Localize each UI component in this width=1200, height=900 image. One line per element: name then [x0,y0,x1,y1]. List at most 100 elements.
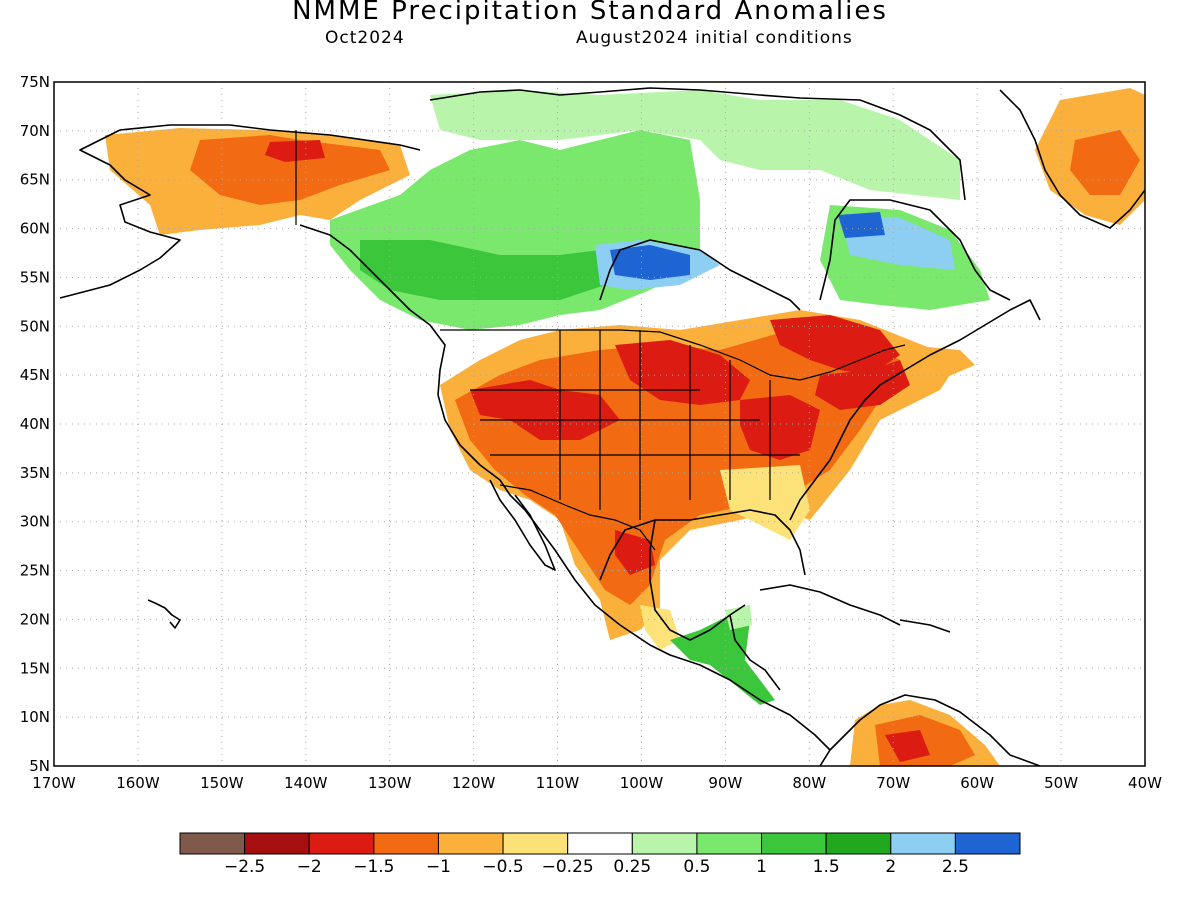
colorbar [179,832,1021,855]
coast-baja [489,479,556,571]
map-title: NMME Precipitation Standard Anomalies [292,0,888,26]
coast-arctic-islands [429,87,966,201]
lat-tick-label: 35N [20,464,50,482]
lon-tick-label: 40W [1128,774,1162,792]
anomaly-region-hudson-core [610,245,690,280]
lon-tick-label: 70W [876,774,910,792]
colorbar-swatch [502,832,569,855]
coast-hawaii [147,599,181,629]
anomaly-region-brooks-range [265,140,325,162]
anomaly-region-gulf-coast-light [640,605,680,650]
coast-hispaniola [899,619,951,633]
colorbar-tick-label: 1.5 [813,857,840,877]
lat-tick-label: 20N [20,610,50,628]
anomaly-region-ohio-valley-red [740,395,820,460]
colorbar-tick-label: −2.5 [224,857,265,877]
colorbar-swatch [825,832,892,855]
anomaly-region-canadian-arctic [430,90,960,200]
lat-tick-label: 5N [29,757,50,775]
colorbar-swatch [954,832,1021,855]
anomaly-region-ontario-red [770,315,900,375]
lon-tick-label: 160W [116,774,160,792]
political-borders [295,130,906,551]
colorbar-swatch [567,832,633,855]
lon-tick-label: 50W [1044,774,1078,792]
lat-tick-label: 50N [20,317,50,335]
colorbar-swatch [179,832,246,855]
longitude-labels: 170W 160W 150W 140W 130W 120W 110W 100W 90W 80W 70… [32,774,1162,792]
colorbar-swatch [437,832,504,855]
colorbar-tick-label: −2 [297,857,322,877]
colorbar-swatch [696,832,763,855]
lon-tick-label: 60W [960,774,994,792]
lat-tick-label: 40N [20,415,50,433]
colorbar-tick-label: −1 [426,857,451,877]
coast-mexico-east [649,519,746,641]
lat-tick-label: 30N [20,513,50,531]
coast-alaska [59,124,421,299]
coast-us-east [789,299,1041,521]
anomaly-region-venezuela-red [885,730,930,762]
lat-tick-label: 75N [20,73,50,91]
lon-tick-label: 140W [284,774,328,792]
coast-greenland [999,89,1145,229]
border-us-mexico [499,484,656,551]
lat-tick-label: 70N [20,122,50,140]
lon-tick-label: 90W [708,774,742,792]
colorbar-tick-label: 0.5 [683,857,710,877]
anomaly-region-nova-scotia [905,345,975,380]
colorbar-tick-label: 2.5 [942,857,969,877]
lon-tick-label: 100W [620,774,664,792]
coast-us-west [437,394,831,751]
anomaly-region-greenland-core [1070,130,1140,195]
anomaly-region-southeast-light [720,465,810,540]
colorbar-swatch [244,832,310,855]
coast-gulf-of-mexico [599,509,806,581]
anomaly-region-great-basin-red [470,380,620,440]
lat-tick-label: 65N [20,171,50,189]
colorbar-swatch [890,832,956,855]
anomaly-region-labrador-core [838,212,885,238]
colorbar-tick-label: 1 [756,857,767,877]
lon-tick-label: 150W [200,774,244,792]
coast-south-america [819,694,1041,766]
colorbar-swatch [761,832,827,855]
map-frame [53,81,1146,767]
colorbar-tick-label: −0.25 [542,857,594,877]
colorbar-tick-label: −1.5 [353,857,394,877]
colorbar-swatch [308,832,375,855]
colorbar-tick-labels: −2.5 −2 −1.5 −1 −0.5 −0.25 0.25 0.5 1 1.5 2 2.5 [224,857,969,877]
coastlines [59,87,1145,766]
target-month-label: Oct2024 [325,28,405,48]
coast-hudson-bay [599,239,801,311]
lat-tick-label: 10N [20,708,50,726]
colorbar-swatch [373,832,439,855]
anomaly-region-alaska-core [190,135,390,205]
coast-pacific-northwest [299,224,446,396]
colorbar-tick-label: −0.5 [482,857,523,877]
lat-tick-label: 55N [20,268,50,286]
colorbar-tick-label: 0.25 [613,857,651,877]
lat-tick-label: 15N [20,659,50,677]
anomaly-region-prairies-core [360,240,620,300]
lon-tick-label: 130W [368,774,412,792]
lon-tick-label: 80W [792,774,826,792]
border-us-states [470,330,800,520]
lat-tick-label: 45N [20,366,50,384]
initial-conditions-label: August2024 initial conditions [576,28,853,48]
colorbar-tick-label: 2 [885,857,896,877]
latitude-labels: 75N 70N 65N 60N 55N 50N 45N 40N 35N 30N 25N 20N 15N 1… [20,73,50,775]
anomaly-field [105,88,1145,766]
coast-labrador [819,199,1011,301]
colorbar-swatch [631,832,698,855]
lon-tick-label: 170W [32,774,76,792]
lat-tick-label: 25N [20,562,50,580]
anomaly-region-upper-midwest-red [615,340,750,405]
anomaly-region-new-england-red [815,360,910,410]
coast-cuba [759,584,901,626]
lon-tick-label: 110W [536,774,580,792]
coast-yucatan [729,614,781,691]
lon-tick-label: 120W [452,774,496,792]
lat-tick-label: 60N [20,220,50,238]
